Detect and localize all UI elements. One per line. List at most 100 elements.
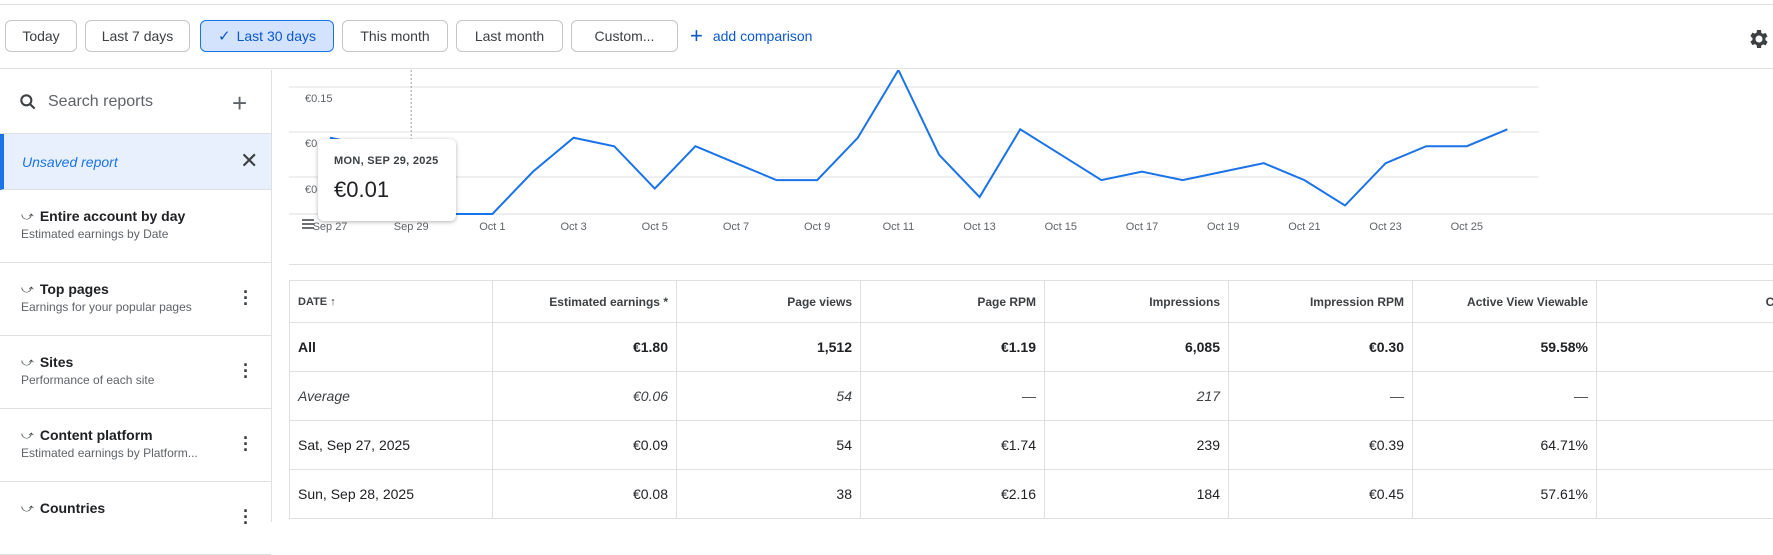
column-header[interactable]: Active View Viewable	[1413, 281, 1597, 323]
x-tick-label: Oct 11	[883, 221, 915, 233]
table-cell: 0	[1597, 372, 1773, 421]
table-cell: 1	[1597, 470, 1773, 519]
table-cell: €0.45	[1229, 470, 1413, 519]
column-header[interactable]: Estimated earnings *	[493, 281, 677, 323]
x-tick-label: Oct 23	[1369, 221, 1401, 233]
x-tick-label: Oct 17	[1126, 221, 1158, 233]
sidebar-item-content-platform[interactable]: ⤻ Content platform Estimated earnings by …	[0, 409, 271, 482]
x-tick-label: Oct 21	[1288, 221, 1320, 233]
table-cell: 59.58%	[1413, 323, 1597, 372]
table-cell: All	[290, 323, 493, 372]
report-table: DATE ↑ Estimated earnings * Page views P…	[289, 280, 1773, 522]
table-cell: 6,085	[1045, 323, 1229, 372]
table-row: Sun, Sep 28, 2025 €0.08 38 €2.16 184 €0.…	[290, 470, 1773, 519]
range-custom-chip[interactable]: Custom...	[571, 20, 678, 52]
add-comparison-button[interactable]: +add comparison	[690, 20, 812, 52]
close-icon[interactable]: ✕	[240, 148, 258, 174]
column-header[interactable]: Page RPM	[861, 281, 1045, 323]
range-today-chip[interactable]: Today	[5, 20, 77, 52]
more-vert-icon[interactable]: ···	[242, 289, 250, 307]
tooltip-value: €0.01	[334, 177, 456, 203]
more-vert-icon[interactable]: ···	[242, 435, 250, 453]
column-header[interactable]: Impressions	[1045, 281, 1229, 323]
trend-icon: ⤻	[21, 428, 34, 443]
x-tick-label: Oct 9	[804, 221, 830, 233]
report-title: Entire account by day	[40, 208, 185, 224]
chip-label: Today	[22, 28, 59, 44]
range-last-month-chip[interactable]: Last month	[456, 20, 563, 52]
y-tick-label: €0	[305, 184, 317, 196]
report-subtitle: Estimated earnings by Platform...	[21, 446, 271, 460]
x-tick-label: Oct 19	[1207, 221, 1239, 233]
table-cell: €1.19	[861, 323, 1045, 372]
table-cell: Average	[290, 372, 493, 421]
table-cell: €1.74	[861, 421, 1045, 470]
chip-label: This month	[360, 28, 429, 44]
column-header[interactable]: Impression RPM	[1229, 281, 1413, 323]
trend-icon: ⤻	[21, 355, 34, 370]
range-last-30-days-chip[interactable]: ✓Last 30 days	[200, 20, 334, 52]
add-report-icon[interactable]: +	[232, 88, 247, 119]
reports-sidebar: Search reports + Unsaved report ✕ ⤻Entir…	[0, 70, 272, 522]
table-cell: 64.71%	[1413, 421, 1597, 470]
search-icon	[18, 92, 38, 112]
sidebar-item-countries[interactable]: ⤻Countries ···	[0, 482, 271, 555]
column-header[interactable]: Page views	[677, 281, 861, 323]
sidebar-item-entire-account-by-day[interactable]: ⤻Entire account by day Estimated earning…	[0, 190, 271, 263]
range-last-7-days-chip[interactable]: Last 7 days	[85, 20, 190, 52]
table-cell: 3	[1597, 421, 1773, 470]
search-reports-bar[interactable]: Search reports +	[0, 70, 271, 134]
x-tick-label: Oct 5	[642, 221, 668, 233]
range-this-month-chip[interactable]: This month	[342, 20, 448, 52]
tooltip-date: MON, SEP 29, 2025	[334, 155, 456, 167]
report-title: Countries	[40, 500, 105, 516]
table-header-row: DATE ↑ Estimated earnings * Page views P…	[290, 281, 1773, 323]
table-row-average: Average €0.06 54 — 217 — — 0	[290, 372, 1773, 421]
column-header-date[interactable]: DATE ↑	[290, 281, 493, 323]
add-comparison-label: add comparison	[713, 28, 813, 44]
more-vert-icon[interactable]: ···	[242, 508, 250, 526]
table-cell: —	[1229, 372, 1413, 421]
table-cell: 217	[1045, 372, 1229, 421]
table-cell: 1,512	[677, 323, 861, 372]
unsaved-report-label: Unsaved report	[22, 154, 118, 170]
earnings-series-line	[330, 70, 1507, 214]
table-cell: €0.06	[493, 372, 677, 421]
report-subtitle: Earnings for your popular pages	[21, 300, 271, 314]
settings-gear-icon[interactable]	[1746, 27, 1770, 51]
chip-label: Last 30 days	[237, 28, 316, 44]
table-cell: €0.09	[493, 421, 677, 470]
search-reports-input[interactable]: Search reports	[48, 93, 153, 111]
report-subtitle: Estimated earnings by Date	[21, 227, 271, 241]
table-cell: 57.61%	[1413, 470, 1597, 519]
report-subtitle: Performance of each site	[21, 373, 271, 387]
chart-tooltip: MON, SEP 29, 2025 €0.01	[318, 139, 456, 221]
table-cell: —	[861, 372, 1045, 421]
table-cell: €2.16	[861, 470, 1045, 519]
x-tick-label: Oct 7	[723, 221, 749, 233]
x-tick-label: Oct 15	[1045, 221, 1077, 233]
table-cell: Sun, Sep 28, 2025	[290, 470, 493, 519]
table-cell: 38	[677, 470, 861, 519]
more-vert-icon[interactable]: ···	[242, 362, 250, 380]
table-row-all: All €1.80 1,512 €1.19 6,085 €0.30 59.58%…	[290, 323, 1773, 372]
column-header[interactable]: Clicks	[1597, 281, 1773, 323]
table-cell: 184	[1045, 470, 1229, 519]
table-cell: Sat, Sep 27, 2025	[290, 421, 493, 470]
x-tick-label: Oct 13	[963, 221, 995, 233]
y-tick-label: €0.15	[305, 93, 333, 105]
sidebar-item-top-pages[interactable]: ⤻Top pages Earnings for your popular pag…	[0, 263, 271, 336]
table-row: Sat, Sep 27, 2025 €0.09 54 €1.74 239 €0.…	[290, 421, 1773, 470]
report-title: Content platform	[40, 427, 153, 443]
report-title: Sites	[40, 354, 73, 370]
x-tick-label: Oct 1	[479, 221, 505, 233]
unsaved-report-item[interactable]: Unsaved report ✕	[0, 134, 271, 190]
y-tick-label: €0	[305, 138, 317, 150]
table-cell: 239	[1045, 421, 1229, 470]
table-cell: —	[1413, 372, 1597, 421]
table-cell: 54	[677, 372, 861, 421]
chip-label: Custom...	[595, 28, 655, 44]
sidebar-item-sites[interactable]: ⤻ Sites Performance of each site ···	[0, 336, 271, 409]
